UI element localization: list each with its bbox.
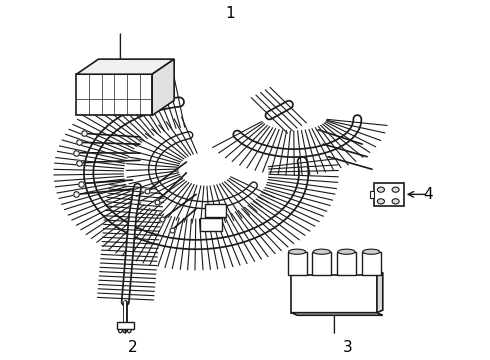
- Polygon shape: [377, 273, 383, 313]
- Polygon shape: [288, 252, 307, 275]
- Text: 4: 4: [423, 187, 433, 202]
- Ellipse shape: [363, 249, 380, 254]
- Circle shape: [377, 199, 385, 204]
- Text: 2: 2: [128, 340, 137, 355]
- Circle shape: [392, 199, 399, 204]
- Circle shape: [392, 187, 399, 192]
- Polygon shape: [374, 183, 404, 206]
- Polygon shape: [76, 74, 152, 116]
- Polygon shape: [152, 59, 174, 116]
- Polygon shape: [200, 219, 221, 231]
- Polygon shape: [292, 275, 377, 313]
- Polygon shape: [362, 252, 381, 275]
- Circle shape: [377, 187, 385, 192]
- Text: 1: 1: [225, 6, 235, 21]
- Ellipse shape: [289, 249, 306, 254]
- Polygon shape: [76, 59, 174, 74]
- Polygon shape: [369, 191, 374, 198]
- Ellipse shape: [338, 249, 355, 254]
- Polygon shape: [292, 313, 383, 315]
- Polygon shape: [337, 252, 356, 275]
- Polygon shape: [205, 204, 226, 217]
- Text: 3: 3: [343, 340, 352, 355]
- Polygon shape: [117, 321, 134, 329]
- Polygon shape: [312, 252, 331, 275]
- Ellipse shape: [313, 249, 330, 254]
